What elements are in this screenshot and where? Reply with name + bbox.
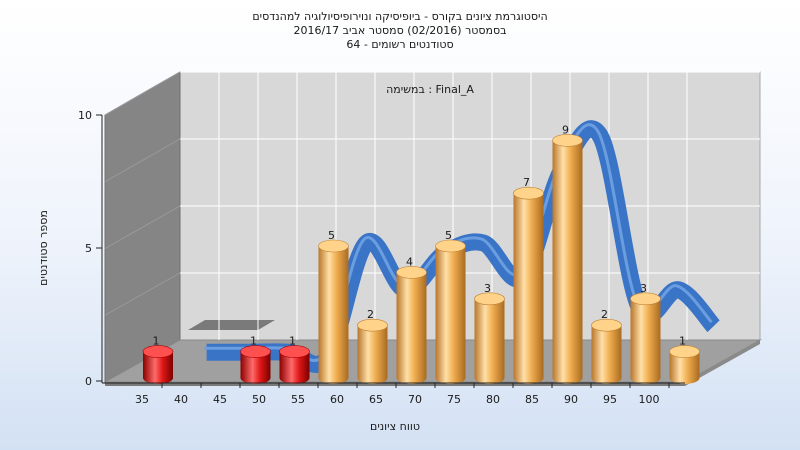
grid-line-side bbox=[104, 71, 181, 116]
bar-value-label: 5 bbox=[445, 229, 452, 242]
bar-value-label: 1 bbox=[153, 335, 160, 348]
chart-title-line-1: היסטוגרמת ציונים בקורס - ביופיסיקה ונויר… bbox=[252, 10, 548, 23]
bar-body bbox=[669, 351, 700, 384]
x-tick-label: 85 bbox=[525, 393, 539, 406]
x-tick-label: 70 bbox=[408, 393, 422, 406]
grid-line-side bbox=[104, 205, 181, 249]
bar-top bbox=[552, 134, 583, 147]
bar-top bbox=[142, 345, 174, 358]
chart-title-line-2: בסמסטר (02/2016) סמסטר אביב 2016/17 bbox=[293, 24, 507, 37]
bar-1: 1 bbox=[142, 335, 174, 384]
bar-4: 5 bbox=[318, 229, 349, 384]
bar-12: 3 bbox=[630, 282, 661, 384]
bar-5: 2 bbox=[357, 308, 388, 384]
bar-top bbox=[474, 292, 505, 306]
chart-title-line-3: סטודנטים רשומים - 64 bbox=[346, 38, 454, 51]
y-tick-label: 0 bbox=[85, 375, 92, 388]
bar-value-label: 4 bbox=[406, 255, 413, 268]
bar-10: 9 bbox=[552, 123, 583, 384]
bar-value-label: 7 bbox=[523, 176, 530, 189]
x-tick-label: 65 bbox=[369, 393, 383, 406]
x-tick-label: 75 bbox=[447, 393, 461, 406]
y-tick-label: 5 bbox=[85, 242, 92, 255]
bar-body bbox=[552, 140, 583, 384]
bar-value-label: 3 bbox=[484, 282, 491, 295]
bar-value-label: 2 bbox=[367, 308, 374, 321]
x-tick-label: 90 bbox=[564, 393, 578, 406]
bar-6: 4 bbox=[396, 255, 427, 384]
bar-top bbox=[669, 345, 700, 358]
bar-8: 3 bbox=[474, 282, 505, 384]
bar-body bbox=[318, 246, 349, 384]
bar-top bbox=[279, 345, 310, 358]
x-tick-label: 50 bbox=[252, 393, 266, 406]
bar-top bbox=[513, 186, 544, 200]
bar-top bbox=[318, 239, 349, 253]
x-tick-label: 80 bbox=[486, 393, 500, 406]
y-ticks: 0 5 10 bbox=[78, 109, 102, 388]
bar-value-label: 3 bbox=[640, 282, 647, 295]
bar-value-label: 1 bbox=[679, 335, 686, 348]
x-tick-label: 45 bbox=[213, 393, 227, 406]
bar-body bbox=[435, 246, 466, 384]
bar-13: 1 bbox=[669, 335, 700, 384]
grid-line-side bbox=[104, 272, 181, 316]
bar-body bbox=[474, 298, 505, 384]
bar-top bbox=[591, 318, 622, 332]
bar-value-label: 2 bbox=[601, 308, 608, 321]
bar-body bbox=[513, 193, 544, 384]
x-tick-label: 60 bbox=[330, 393, 344, 406]
bar-top bbox=[630, 292, 661, 306]
x-axis-label: טווח ציונים bbox=[370, 420, 420, 433]
bars: 1 1 1 5 2 4 5 3 7 9 2 3 1 bbox=[142, 123, 700, 384]
x-tick-label: 95 bbox=[603, 393, 617, 406]
bar-3: 1 bbox=[279, 335, 310, 384]
bar-body bbox=[630, 298, 661, 384]
bar-body bbox=[396, 272, 427, 384]
floor bbox=[103, 339, 762, 383]
bar-value-label: 1 bbox=[289, 335, 296, 348]
bar-body bbox=[279, 351, 310, 384]
grid-line-side bbox=[104, 138, 181, 183]
y-axis-label: מספר סטודנטים bbox=[37, 210, 50, 286]
annotation: במשימה : Final_A bbox=[386, 83, 474, 96]
x-tick-label: 35 bbox=[135, 393, 149, 406]
x-tick-label: 100 bbox=[639, 393, 660, 406]
bar-body bbox=[357, 325, 388, 384]
bar-2: 1 bbox=[240, 335, 271, 384]
x-tick-label: 55 bbox=[291, 393, 305, 406]
bar-body bbox=[240, 351, 271, 384]
bar-top bbox=[240, 345, 271, 358]
floor-right-edge bbox=[685, 340, 760, 386]
bar-9: 7 bbox=[513, 176, 544, 384]
bar-value-label: 5 bbox=[328, 229, 335, 242]
x-ticks: 35 40 45 50 55 60 65 70 75 80 85 90 95 100 bbox=[135, 383, 670, 406]
bar-7: 5 bbox=[435, 229, 466, 384]
bar-top bbox=[396, 266, 427, 279]
bar-body bbox=[591, 325, 622, 384]
bar-body bbox=[143, 351, 173, 384]
y-tick-label: 10 bbox=[78, 109, 92, 122]
x-tick-label: 40 bbox=[174, 393, 188, 406]
bar-value-label: 1 bbox=[250, 335, 257, 348]
bar-top bbox=[435, 239, 466, 253]
shelf bbox=[188, 320, 275, 330]
bar-11: 2 bbox=[591, 308, 622, 384]
bar-value-label: 9 bbox=[562, 123, 569, 136]
bar-top bbox=[357, 318, 388, 332]
